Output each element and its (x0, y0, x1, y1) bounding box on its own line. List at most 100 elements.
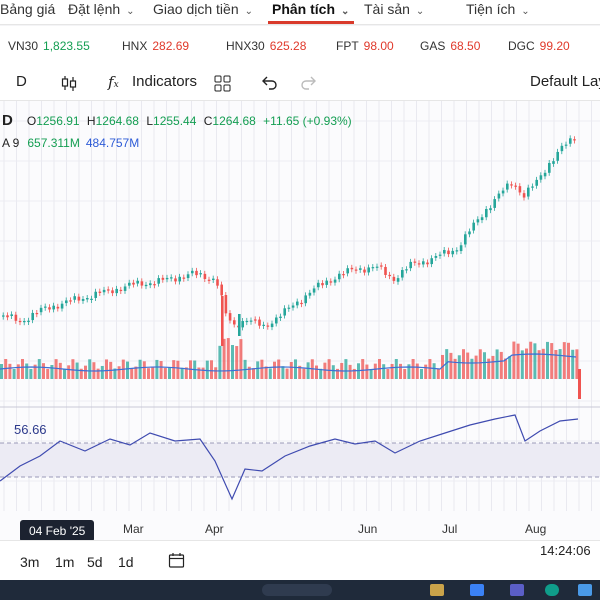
taskbar-folder-icon[interactable] (430, 584, 444, 596)
volume-bar (268, 368, 272, 379)
candle (228, 313, 232, 321)
candle (464, 234, 467, 245)
ticker-item[interactable]: GAS 68.50 (420, 39, 481, 53)
volume-bar (302, 368, 306, 379)
range-1d-button[interactable]: 1d (118, 554, 134, 570)
volume-bar (54, 359, 58, 379)
taskbar-teams-icon[interactable] (510, 584, 524, 596)
nav-item[interactable]: Tiện ích ⌄ (466, 1, 530, 17)
price-chart[interactable] (0, 101, 600, 540)
candle (119, 289, 123, 292)
volume-bar (16, 364, 20, 379)
redo-icon[interactable] (300, 75, 318, 91)
candle (6, 315, 9, 318)
candle (203, 273, 207, 279)
time-tick: Jun (358, 522, 378, 536)
nav-item[interactable]: Bảng giá (0, 1, 56, 17)
candle (342, 274, 345, 276)
range-1m-button[interactable]: 1m (55, 554, 75, 570)
candle (90, 298, 93, 300)
volume-bar (411, 359, 415, 379)
volume-bar (147, 368, 150, 379)
candle (522, 193, 526, 198)
undo-icon[interactable] (260, 75, 278, 91)
chevron-down-icon: ⌄ (244, 6, 253, 17)
ticker-item[interactable]: VN30 1,823.55 (8, 39, 90, 53)
nav-item[interactable]: Phân tích ⌄ (272, 1, 350, 17)
candle (312, 288, 316, 293)
candle (459, 245, 463, 252)
candle (556, 151, 559, 161)
volume-bar (151, 366, 155, 379)
volume-bar (50, 365, 54, 379)
taskbar-app2-icon[interactable] (578, 584, 592, 596)
range-5d-button[interactable]: 5d (87, 554, 103, 570)
indicators-button[interactable]: Indicators (132, 73, 198, 90)
time-tick: Mar (123, 522, 144, 536)
nav-item[interactable]: Đặt lệnh ⌄ (68, 1, 135, 17)
candle (275, 317, 278, 324)
volume-bar (520, 350, 524, 379)
candle (518, 186, 522, 193)
volume-bar (294, 359, 297, 379)
volume-bar (46, 368, 50, 379)
volume-bar (79, 368, 83, 379)
candle (438, 254, 442, 256)
chevron-down-icon: ⌄ (341, 6, 350, 17)
volume-bar (386, 368, 390, 379)
taskbar-app-icon[interactable] (470, 584, 484, 596)
date-range-icon[interactable] (168, 552, 186, 570)
volume-bar (163, 367, 167, 379)
candle (510, 184, 513, 186)
volume-bar (390, 363, 394, 379)
volume-bar (399, 363, 402, 379)
volume-bar (0, 364, 3, 379)
taskbar-edge-icon[interactable] (545, 584, 559, 596)
ticker-item[interactable]: HNX 282.69 (122, 39, 190, 53)
candle (291, 305, 295, 308)
volume-bar (457, 355, 461, 379)
candle (157, 278, 160, 284)
candle (375, 266, 379, 268)
fx-icon[interactable]: fx (108, 73, 119, 91)
volume-bar (25, 363, 29, 379)
candle (472, 222, 475, 231)
candle (18, 320, 22, 323)
candle (98, 291, 102, 293)
candle (81, 299, 85, 301)
volume-bar (277, 359, 281, 379)
layout-grid-icon[interactable] (214, 75, 232, 93)
candle (539, 175, 543, 180)
nav-item[interactable]: Giao dịch tiền ⌄ (153, 1, 253, 17)
volume-bar (546, 341, 549, 379)
candle (149, 283, 152, 286)
candle (199, 273, 202, 275)
candle (60, 303, 64, 309)
last-volume-marker (578, 369, 581, 399)
volume-bar (562, 342, 566, 379)
volume-bar (462, 349, 465, 379)
nav-item[interactable]: Tài sản ⌄ (364, 1, 425, 17)
volume-bar (554, 349, 558, 379)
volume-bar (323, 362, 327, 379)
candle (220, 284, 223, 296)
candle (107, 289, 110, 291)
range-3m-button[interactable]: 3m (20, 554, 40, 570)
chart-canvas[interactable] (0, 101, 600, 540)
candle (23, 321, 26, 323)
candles-icon[interactable] (60, 74, 78, 92)
time-tick: Aug (525, 522, 547, 536)
candle (216, 279, 219, 286)
interval-button[interactable]: D (16, 73, 27, 90)
volume-bar (105, 359, 108, 379)
candle (238, 314, 241, 336)
volume-bar (558, 349, 562, 379)
taskbar-search-icon[interactable] (262, 584, 332, 596)
ticker-item[interactable]: DGC 99.20 (508, 39, 570, 53)
ticker-item[interactable]: HNX30 625.28 (226, 39, 307, 53)
volume-bar (33, 364, 37, 379)
volume-bar (567, 342, 570, 379)
layout-selector[interactable]: Default Layo (530, 73, 600, 90)
clock: 14:24:06 (540, 543, 591, 558)
ticker-item[interactable]: FPT 98.00 (336, 39, 394, 53)
